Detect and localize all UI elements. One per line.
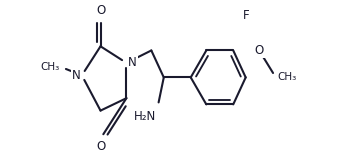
Text: O: O <box>96 4 105 17</box>
Text: H₂N: H₂N <box>134 110 156 123</box>
Text: N: N <box>71 69 80 82</box>
Text: CH₃: CH₃ <box>277 72 297 82</box>
Text: F: F <box>242 9 249 22</box>
Text: O: O <box>96 140 105 153</box>
Text: N: N <box>128 56 137 69</box>
Text: O: O <box>255 44 264 57</box>
Text: CH₃: CH₃ <box>41 62 60 72</box>
